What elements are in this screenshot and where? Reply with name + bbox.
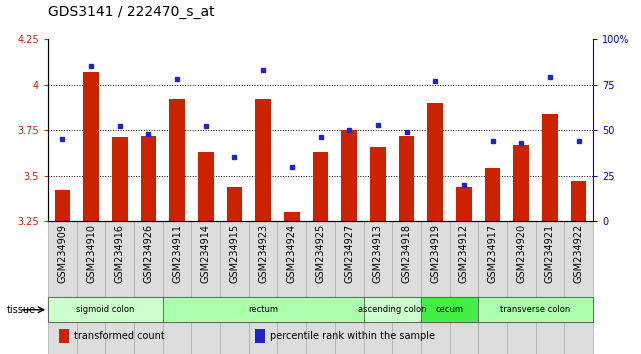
Bar [54,190,71,221]
Text: percentile rank within the sample: percentile rank within the sample [271,331,435,341]
Text: rectum: rectum [248,305,278,314]
FancyBboxPatch shape [134,221,163,354]
Text: GDS3141 / 222470_s_at: GDS3141 / 222470_s_at [48,5,215,19]
FancyBboxPatch shape [335,221,363,354]
Bar [421,297,478,322]
Bar [255,329,265,343]
Bar [485,169,501,221]
FancyBboxPatch shape [192,221,220,354]
Text: tissue: tissue [6,305,35,315]
Bar [399,136,415,221]
Bar [83,72,99,221]
Text: transformed count: transformed count [74,331,165,341]
FancyBboxPatch shape [105,221,134,354]
FancyBboxPatch shape [48,221,77,354]
Bar [363,297,421,322]
Bar [140,136,156,221]
Bar [370,147,386,221]
Bar [570,181,587,221]
Bar [478,297,593,322]
Text: cecum: cecum [435,305,463,314]
FancyBboxPatch shape [564,221,593,354]
Bar [59,329,69,343]
Bar [226,187,242,221]
FancyBboxPatch shape [449,221,478,354]
Bar [456,187,472,221]
FancyBboxPatch shape [77,221,105,354]
Bar [255,99,271,221]
Bar [198,152,213,221]
FancyBboxPatch shape [392,221,421,354]
Bar [313,152,328,221]
Bar [284,212,300,221]
Bar [542,114,558,221]
Bar [112,137,128,221]
FancyBboxPatch shape [220,221,249,354]
FancyBboxPatch shape [536,221,564,354]
FancyBboxPatch shape [507,221,536,354]
FancyBboxPatch shape [363,221,392,354]
Bar [341,130,357,221]
Bar [428,103,443,221]
FancyBboxPatch shape [249,221,278,354]
Bar [513,145,529,221]
Bar [163,297,363,322]
Text: ascending colon: ascending colon [358,305,426,314]
Bar [48,297,163,322]
FancyBboxPatch shape [421,221,449,354]
Bar [169,99,185,221]
FancyBboxPatch shape [478,221,507,354]
FancyBboxPatch shape [306,221,335,354]
Text: transverse colon: transverse colon [501,305,570,314]
FancyBboxPatch shape [278,221,306,354]
FancyBboxPatch shape [163,221,192,354]
Text: sigmoid colon: sigmoid colon [76,305,135,314]
